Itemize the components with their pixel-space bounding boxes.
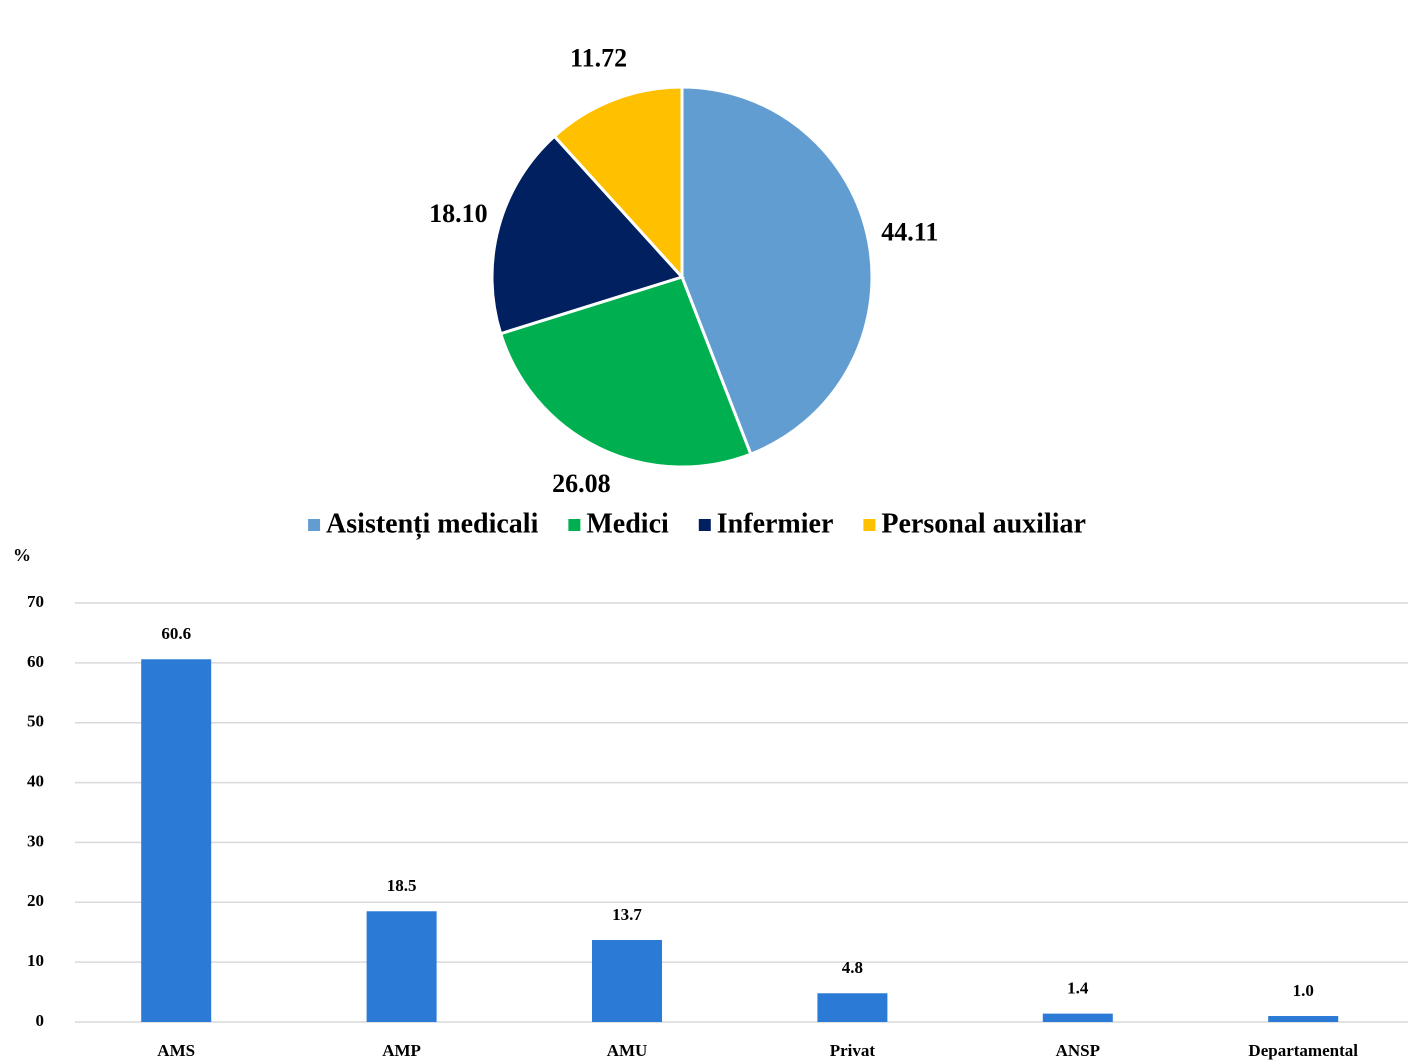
pie-value-label: 44.11 bbox=[881, 217, 938, 246]
bar-value-label: 18.5 bbox=[387, 876, 417, 895]
bar bbox=[817, 993, 887, 1022]
bar bbox=[367, 911, 437, 1022]
x-tick-label: Departamental bbox=[1248, 1041, 1358, 1060]
y-tick-label: 0 bbox=[36, 1011, 45, 1030]
bar-value-label: 1.4 bbox=[1067, 979, 1089, 998]
pie-value-label: 11.72 bbox=[570, 44, 627, 73]
x-tick-label: AMP bbox=[382, 1041, 421, 1060]
legend-label: Infermier bbox=[717, 508, 834, 539]
pie-value-label: 18.10 bbox=[429, 199, 488, 228]
legend-swatch bbox=[568, 519, 580, 531]
bar-value-label: 13.7 bbox=[612, 905, 642, 924]
legend-label: Personal auxiliar bbox=[881, 508, 1086, 539]
x-tick-label: Privat bbox=[830, 1041, 876, 1060]
y-tick-label: 60 bbox=[27, 652, 44, 671]
pie-value-label: 26.08 bbox=[552, 469, 611, 498]
bar-value-label: 1.0 bbox=[1293, 981, 1314, 1000]
chart: 44.11 26.08 18.10 11.72 Asistenți medicali Me… bbox=[0, 0, 1408, 1064]
legend-swatch bbox=[308, 519, 320, 531]
legend-swatch bbox=[699, 519, 711, 531]
legend-label: Medici bbox=[586, 508, 669, 539]
bar-value-label: 4.8 bbox=[842, 958, 863, 977]
page: 44.11 26.08 18.10 11.72 Asistenți medicali Me… bbox=[0, 0, 1408, 1064]
y-tick-label: 50 bbox=[27, 712, 44, 731]
y-tick-label: 30 bbox=[27, 831, 44, 850]
legend-label: Asistenți medicali bbox=[326, 508, 539, 539]
x-tick-label: ANSP bbox=[1056, 1041, 1100, 1060]
bar bbox=[592, 940, 662, 1022]
y-tick-label: 70 bbox=[27, 592, 44, 611]
legend-swatch bbox=[863, 519, 875, 531]
y-axis-label: % bbox=[13, 545, 31, 565]
x-tick-label: AMU bbox=[607, 1041, 648, 1060]
y-tick-label: 40 bbox=[27, 771, 44, 790]
y-tick-label: 20 bbox=[27, 891, 44, 910]
bar bbox=[141, 659, 211, 1022]
x-tick-label: AMS bbox=[157, 1041, 195, 1060]
bar bbox=[1268, 1016, 1338, 1022]
bar-value-label: 60.6 bbox=[161, 624, 191, 643]
bar bbox=[1043, 1014, 1113, 1022]
y-tick-label: 10 bbox=[27, 951, 44, 970]
